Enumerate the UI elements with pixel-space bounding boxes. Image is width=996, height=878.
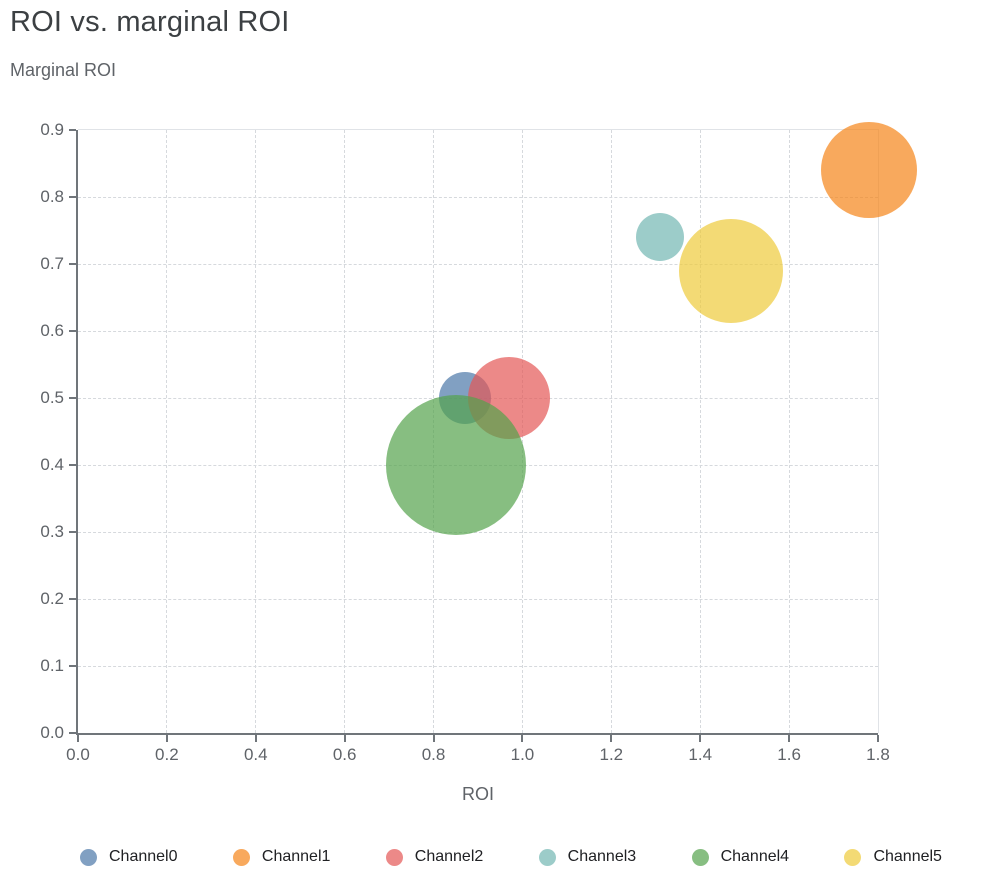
y-tick-label-0.2: 0.2 — [40, 589, 64, 608]
x-tick-label-0.0: 0.0 — [66, 745, 90, 764]
x-tick-0.8 — [432, 735, 435, 742]
gridline-x-0.4 — [255, 130, 257, 733]
legend-swatch-channel2 — [385, 848, 403, 866]
plot-border-right — [878, 130, 879, 733]
legend-label-channel5: Channel5 — [873, 848, 942, 865]
x-tick-1.2 — [610, 735, 613, 742]
bubble-channel1 — [821, 122, 918, 219]
legend-swatch-channel1 — [232, 848, 250, 866]
y-tick-label-0.3: 0.3 — [40, 522, 64, 541]
legend-item-channel3: Channel3 — [538, 848, 637, 866]
y-tick-label-0.8: 0.8 — [40, 187, 64, 206]
bubble-channel3 — [636, 213, 685, 262]
x-tick-label-0.6: 0.6 — [332, 745, 357, 764]
x-axis-line — [76, 733, 878, 735]
y-tick-label-0.7: 0.7 — [40, 254, 64, 273]
legend: Channel0 Channel1 Channel2 Channel3 Channel4… — [80, 846, 942, 868]
x-tick-0.0 — [77, 735, 79, 742]
y-axis-title: Marginal ROI — [10, 60, 117, 80]
legend-item-channel4: Channel4 — [691, 848, 790, 866]
legend-label-channel3: Channel3 — [567, 848, 637, 865]
legend-label-channel1: Channel1 — [261, 848, 331, 865]
x-tick-1.6 — [788, 735, 791, 742]
legend-item-channel2: Channel2 — [385, 848, 484, 866]
legend-label-channel2: Channel2 — [414, 848, 484, 865]
bubble-channel5 — [679, 218, 784, 323]
y-tick-label-0.0: 0.0 — [40, 723, 64, 742]
x-tick-label-1.2: 1.2 — [599, 745, 624, 764]
y-tick-label-0.9: 0.9 — [40, 120, 64, 139]
legend-swatch-channel5 — [844, 848, 862, 866]
y-axis-line — [76, 130, 78, 735]
x-tick-label-1.4: 1.4 — [688, 745, 713, 764]
x-tick-label-0.8: 0.8 — [421, 745, 446, 764]
legend-item-channel5: Channel5 — [844, 848, 942, 866]
x-tick-label-0.2: 0.2 — [155, 745, 179, 764]
plot-border-top — [78, 129, 879, 130]
gridline-x-1.4 — [699, 130, 701, 733]
gridline-y-0.3 — [78, 531, 878, 533]
x-tick-label-1.6: 1.6 — [777, 745, 801, 764]
gridline-x-0.6 — [344, 130, 346, 733]
x-tick-0.2 — [165, 735, 168, 742]
x-tick-1.4 — [699, 735, 702, 742]
gridline-x-1.6 — [788, 130, 790, 733]
legend-label-channel0: Channel0 — [109, 848, 178, 865]
chart-title: ROI vs. marginal ROI — [10, 6, 290, 38]
y-tick-0.0 — [69, 732, 76, 734]
y-tick-0.8 — [69, 196, 76, 198]
legend-swatch-channel4 — [691, 848, 709, 866]
y-tick-label-0.1: 0.1 — [40, 656, 64, 675]
gridline-y-0.6 — [78, 330, 878, 332]
y-tick-label-0.6: 0.6 — [40, 321, 64, 340]
gridline-y-0.1 — [78, 665, 878, 667]
legend-swatch-channel0 — [80, 848, 97, 866]
legend-item-channel0: Channel0 — [80, 848, 178, 866]
x-tick-1.0 — [521, 735, 524, 742]
x-axis-title: ROI — [461, 784, 494, 804]
y-tick-0.7 — [69, 263, 76, 265]
y-tick-0.9 — [69, 129, 76, 131]
gridline-x-1.2 — [610, 130, 612, 733]
x-tick-0.4 — [254, 735, 257, 742]
legend-item-channel1: Channel1 — [232, 848, 331, 866]
x-tick-0.6 — [343, 735, 346, 742]
x-tick-label-1.0: 1.0 — [510, 745, 535, 764]
x-tick-label-0.4: 0.4 — [243, 745, 268, 764]
x-tick-label-1.8: 1.8 — [866, 745, 890, 764]
y-tick-0.3 — [69, 531, 76, 533]
y-tick-0.4 — [69, 464, 76, 466]
gridline-y-0.8 — [78, 196, 878, 198]
y-tick-0.5 — [69, 397, 76, 399]
gridline-x-0.2 — [166, 130, 168, 733]
y-tick-0.2 — [69, 598, 76, 600]
x-tick-1.8 — [877, 735, 879, 742]
legend-label-channel4: Channel4 — [720, 848, 790, 865]
y-tick-label-0.5: 0.5 — [40, 388, 64, 407]
y-tick-label-0.4: 0.4 — [40, 455, 64, 474]
legend-swatch-channel3 — [538, 848, 556, 866]
y-tick-0.1 — [69, 665, 76, 667]
gridline-y-0.7 — [78, 263, 878, 265]
bubble-channel4 — [385, 395, 526, 535]
gridline-y-0.2 — [78, 598, 878, 600]
y-tick-0.6 — [69, 330, 76, 332]
